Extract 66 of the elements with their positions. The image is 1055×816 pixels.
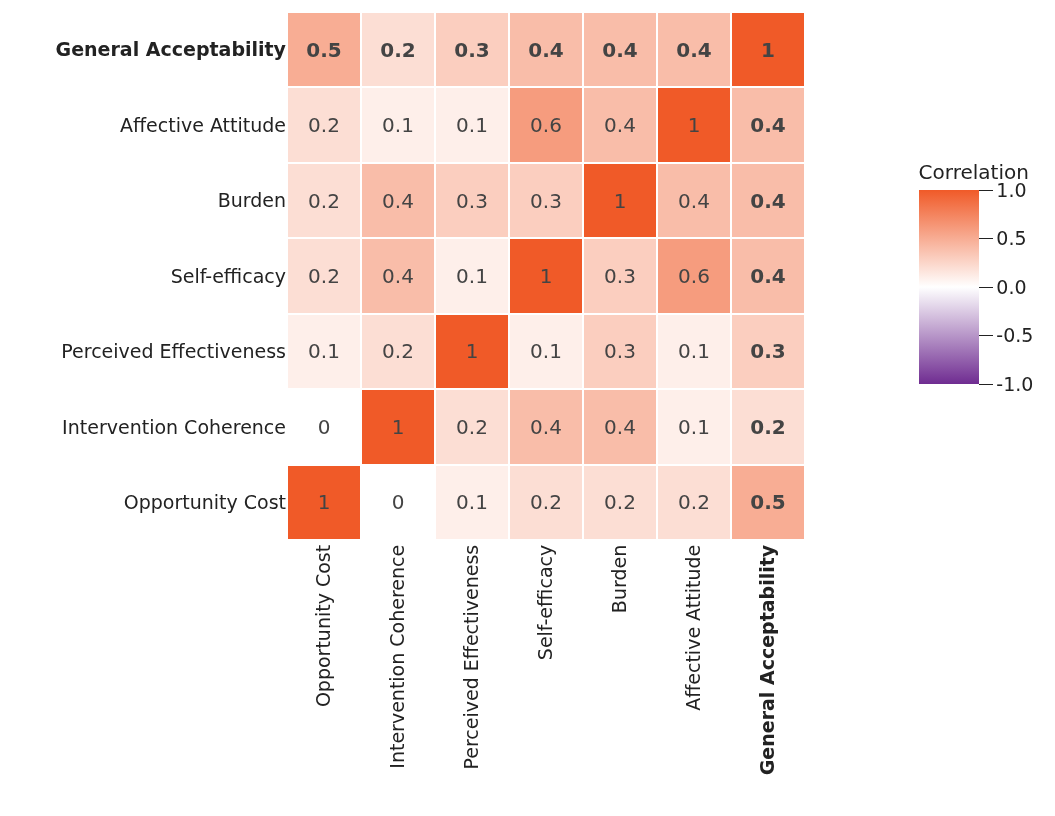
data-label: 0.5	[306, 38, 342, 62]
data-label: 0.1	[678, 415, 710, 439]
data-label: 0.2	[456, 415, 488, 439]
data-label: 0.4	[676, 38, 712, 62]
data-label: 0.4	[604, 113, 636, 137]
data-label: 1	[687, 113, 701, 137]
data-label: 0.4	[678, 189, 710, 213]
data-label: 0.2	[750, 415, 786, 439]
color-bar-label: -1.0	[996, 372, 1034, 395]
data-label: 0.2	[308, 113, 340, 137]
data-label: 0.4	[750, 189, 786, 213]
color-bar-label: -0.5	[996, 324, 1034, 347]
data-label: 0.1	[678, 339, 710, 363]
data-label: 0.2	[530, 490, 562, 514]
data-label: 1	[539, 264, 553, 288]
x-tick-label: Burden	[608, 544, 631, 614]
x-tick-label: Self-efficacy	[534, 544, 557, 661]
data-label: 0.2	[604, 490, 636, 514]
x-tick-label: Perceived Effectiveness	[460, 544, 483, 770]
data-label: 0.4	[750, 264, 786, 288]
color-bar-label: 0.5	[996, 227, 1027, 250]
data-label: 0.4	[602, 38, 638, 62]
data-label: 0.1	[456, 490, 488, 514]
data-label: 0.6	[530, 113, 562, 137]
data-label: 0.4	[528, 38, 564, 62]
data-label: 0.4	[382, 189, 414, 213]
data-label: 0.3	[604, 264, 636, 288]
data-label: 0.4	[604, 415, 636, 439]
data-label: 0.3	[604, 339, 636, 363]
data-label: 0.4	[750, 113, 786, 137]
y-tick-label: Self-efficacy	[170, 264, 286, 287]
data-label: 0.1	[456, 264, 488, 288]
data-label: 0.3	[530, 189, 562, 213]
y-tick-label: General Acceptability	[55, 38, 287, 61]
data-label: 0.2	[308, 189, 340, 213]
data-label: 0.4	[530, 415, 562, 439]
data-label: 1	[761, 38, 775, 62]
x-tick-label: General Acceptability	[756, 544, 779, 776]
data-label: 0	[317, 415, 331, 439]
color-bar-label: 0.0	[996, 275, 1027, 298]
data-label: 1	[613, 189, 627, 213]
data-label: 1	[317, 490, 331, 514]
y-tick-label: Intervention Coherence	[62, 415, 286, 438]
data-label: 0.1	[382, 113, 414, 137]
data-label: 0.1	[456, 113, 488, 137]
data-label: 0.1	[308, 339, 340, 363]
y-tick-label: Affective Attitude	[119, 113, 286, 136]
color-bar-label: 1.0	[996, 178, 1027, 201]
data-label: 0.3	[750, 339, 786, 363]
data-label: 1	[391, 415, 405, 439]
data-label: 0.1	[530, 339, 562, 363]
data-label: 0.3	[456, 189, 488, 213]
y-tick-label: Perceived Effectiveness	[61, 340, 286, 363]
data-label: 0.2	[380, 38, 416, 62]
x-tick-label: Affective Attitude	[682, 544, 705, 711]
data-label: 1	[465, 339, 479, 363]
data-label: 0.5	[750, 490, 786, 514]
data-label: 0.2	[382, 339, 414, 363]
data-label: 0.2	[308, 264, 340, 288]
data-label: 0	[391, 490, 405, 514]
data-label: 0.3	[454, 38, 490, 62]
data-label: 0.6	[678, 264, 710, 288]
data-label: 0.2	[678, 490, 710, 514]
y-tick-label: Opportunity Cost	[123, 490, 286, 513]
y-tick-label: Burden	[217, 189, 286, 212]
data-label: 0.4	[382, 264, 414, 288]
